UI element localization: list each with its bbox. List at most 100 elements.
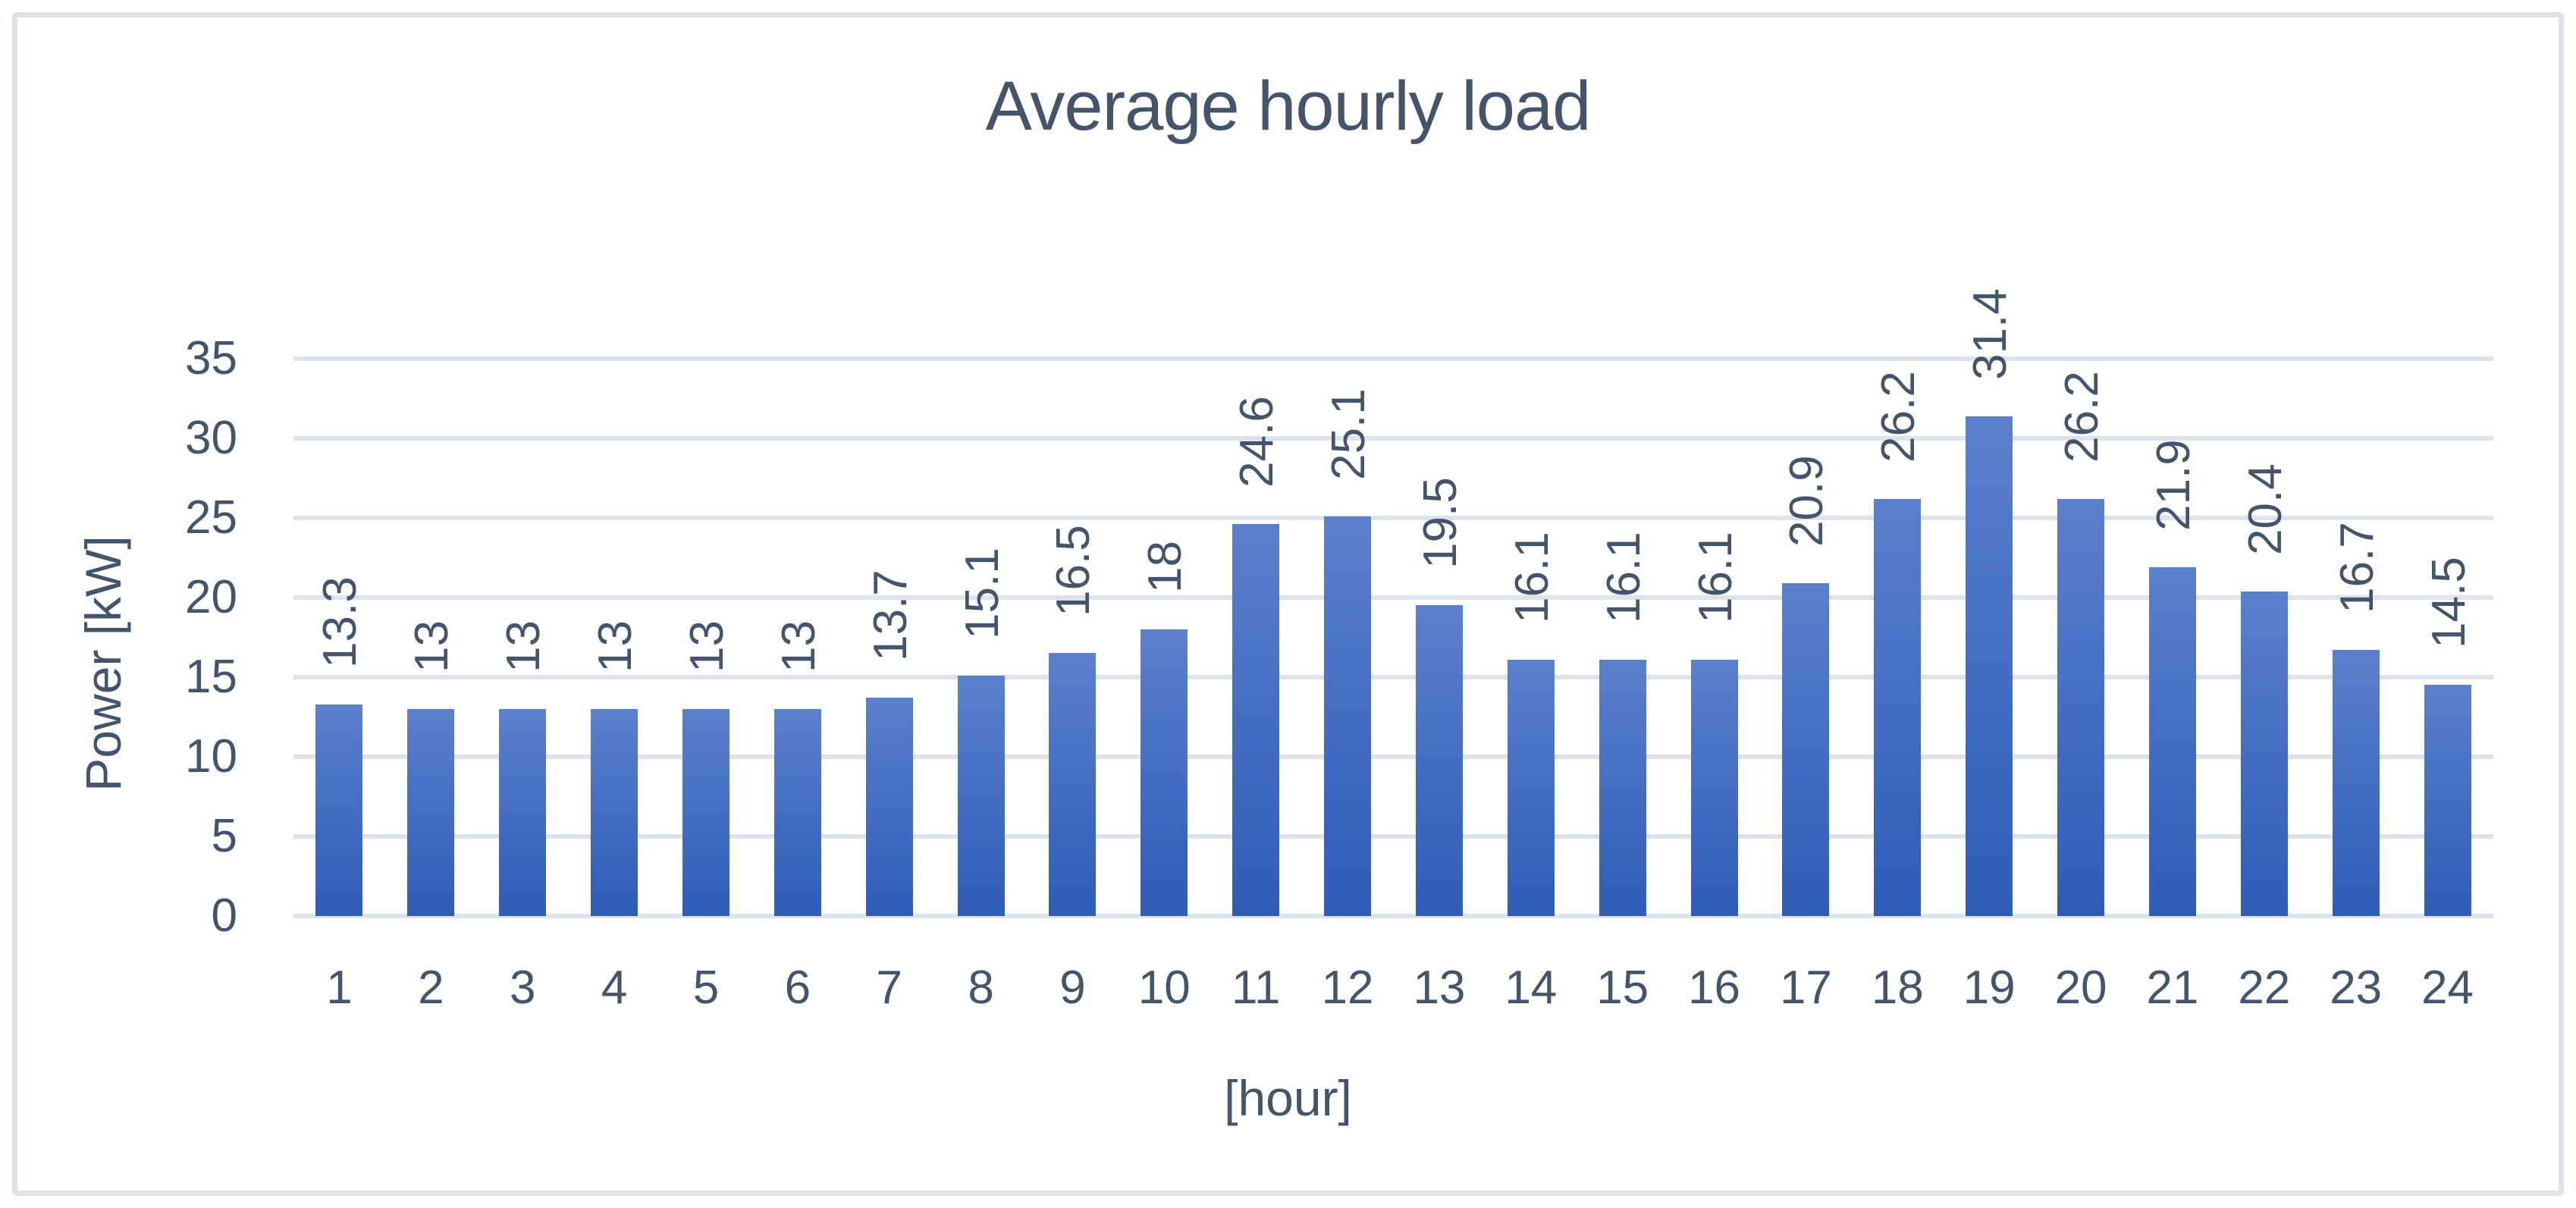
y-tick-label-25: 25 (185, 491, 237, 544)
x-tick-label-13: 13 (1413, 962, 1466, 1014)
bar-slot-hour-18: 26.2 18 (1852, 359, 1944, 1011)
bar-hour-2 (407, 709, 455, 916)
value-label-hour-24: 14.5 (2422, 557, 2475, 648)
value-label-hour-16: 16.1 (1689, 532, 1742, 623)
value-label-hour-17: 20.9 (1781, 455, 1834, 547)
x-tick-label-14: 14 (1504, 962, 1558, 1014)
value-label-hour-8: 15.1 (955, 548, 1009, 639)
value-label-hour-14: 16.1 (1505, 532, 1558, 623)
x-tick-label-18: 18 (1871, 962, 1924, 1014)
x-tick-label-12: 12 (1321, 962, 1374, 1014)
x-tick-label-9: 9 (1059, 962, 1086, 1014)
bar-hour-4 (591, 709, 639, 916)
bar-slot-hour-17: 20.9 17 (1760, 359, 1852, 1011)
value-label-hour-5: 13 (680, 620, 733, 673)
x-axis-title: [hour] (1224, 1070, 1352, 1126)
x-tick-label-15: 15 (1596, 962, 1649, 1014)
value-label-hour-20: 26.2 (2056, 371, 2109, 463)
bar-hour-21 (2148, 567, 2196, 916)
bar-slot-hour-2: 13 2 (385, 359, 477, 1011)
bar-slot-hour-10: 18 10 (1119, 359, 1210, 1011)
bar-hour-22 (2240, 591, 2288, 916)
value-label-hour-4: 13 (589, 620, 642, 673)
bar-series: 13.3 1 13 2 13 3 13 4 13 5 13 6 13.7 7 15.1 8 16.5 9 18 10 2… (293, 288, 2493, 1011)
bar-slot-hour-14: 16.1 14 (1485, 359, 1577, 1011)
y-tick-label-20: 20 (185, 571, 237, 623)
gridline-20 (293, 595, 2493, 600)
y-tick-label-5: 5 (211, 810, 237, 862)
x-tick-label-3: 3 (509, 962, 536, 1014)
value-label-hour-22: 20.4 (2239, 463, 2292, 555)
y-tick-label-30: 30 (185, 412, 237, 464)
value-label-hour-2: 13 (406, 620, 459, 673)
y-tick-label-35: 35 (185, 332, 237, 384)
bar-slot-hour-13: 19.5 13 (1394, 359, 1486, 1011)
bar-slot-hour-22: 20.4 22 (2218, 359, 2310, 1011)
bar-slot-hour-16: 16.1 16 (1668, 359, 1760, 1011)
value-label-hour-7: 13.7 (864, 569, 917, 661)
x-tick-label-22: 22 (2238, 962, 2291, 1014)
bar-hour-7 (865, 698, 913, 916)
value-label-hour-12: 25.1 (1323, 388, 1376, 480)
value-label-hour-18: 26.2 (1872, 371, 1925, 463)
bar-slot-hour-12: 25.1 12 (1302, 359, 1394, 1011)
x-tick-label-20: 20 (2054, 962, 2107, 1014)
x-tick-label-23: 23 (2330, 962, 2383, 1014)
bar-hour-5 (682, 709, 730, 916)
bar-hour-9 (1049, 653, 1097, 916)
bar-hour-8 (957, 676, 1005, 916)
bar-hour-19 (1966, 416, 2013, 916)
bar-hour-12 (1324, 516, 1372, 916)
bar-slot-hour-9: 16.5 9 (1027, 359, 1119, 1011)
bar-slot-hour-20: 26.2 20 (2035, 359, 2127, 1011)
value-label-hour-13: 19.5 (1414, 477, 1467, 569)
bar-hour-18 (1874, 499, 1922, 916)
chart-title: Average hourly load (985, 67, 1592, 145)
bar-hour-14 (1507, 660, 1555, 916)
bar-slot-hour-11: 24.6 11 (1210, 359, 1302, 1011)
bar-slot-hour-8: 15.1 8 (935, 359, 1027, 1011)
value-label-hour-15: 16.1 (1597, 532, 1650, 623)
bar-hour-23 (2332, 650, 2380, 916)
x-tick-label-21: 21 (2146, 962, 2199, 1014)
bar-hour-17 (1782, 583, 1830, 916)
bar-hour-1 (315, 704, 363, 916)
y-tick-label-10: 10 (185, 730, 237, 783)
x-tick-label-19: 19 (1963, 962, 2016, 1014)
bar-hour-6 (773, 709, 821, 916)
bar-slot-hour-3: 13 3 (477, 359, 569, 1011)
value-label-hour-9: 16.5 (1047, 525, 1100, 617)
gridline-5 (293, 834, 2493, 839)
bar-slot-hour-23: 16.7 23 (2310, 359, 2402, 1011)
gridline-25 (293, 516, 2493, 520)
bar-slot-hour-21: 21.9 21 (2127, 359, 2219, 1011)
bar-slot-hour-6: 13 6 (751, 359, 843, 1011)
gridline-35 (293, 356, 2493, 361)
gridline-10 (293, 755, 2493, 759)
value-label-hour-23: 16.7 (2330, 522, 2383, 613)
x-tick-label-24: 24 (2421, 962, 2474, 1014)
bar-slot-hour-24: 14.5 24 (2402, 359, 2493, 1011)
bar-slot-hour-19: 31.4 19 (1944, 288, 2035, 1011)
bar-hour-11 (1232, 524, 1280, 916)
y-tick-label-0: 0 (211, 890, 237, 942)
y-tick-label-15: 15 (185, 651, 237, 703)
bar-hour-16 (1690, 660, 1738, 916)
bar-hour-10 (1141, 629, 1188, 916)
gridline-30 (293, 436, 2493, 441)
x-tick-label-8: 8 (968, 962, 994, 1014)
bar-hour-3 (499, 709, 547, 916)
value-label-hour-6: 13 (772, 620, 825, 673)
x-tick-label-1: 1 (326, 962, 353, 1014)
bar-hour-13 (1415, 605, 1463, 916)
x-tick-label-5: 5 (692, 962, 720, 1014)
x-tick-label-10: 10 (1137, 962, 1191, 1014)
bar-slot-hour-1: 13.3 1 (293, 359, 385, 1011)
plot-area: 13.3 1 13 2 13 3 13 4 13 5 13 6 13.7 7 15.1 8 16.5 9 18 10 2… (293, 288, 2493, 1012)
bar-hour-20 (2057, 499, 2105, 916)
bar-hour-15 (1599, 660, 1646, 916)
bar-slot-hour-5: 13 5 (660, 359, 752, 1011)
gridline-0 (293, 914, 2493, 918)
x-tick-label-17: 17 (1779, 962, 1832, 1014)
